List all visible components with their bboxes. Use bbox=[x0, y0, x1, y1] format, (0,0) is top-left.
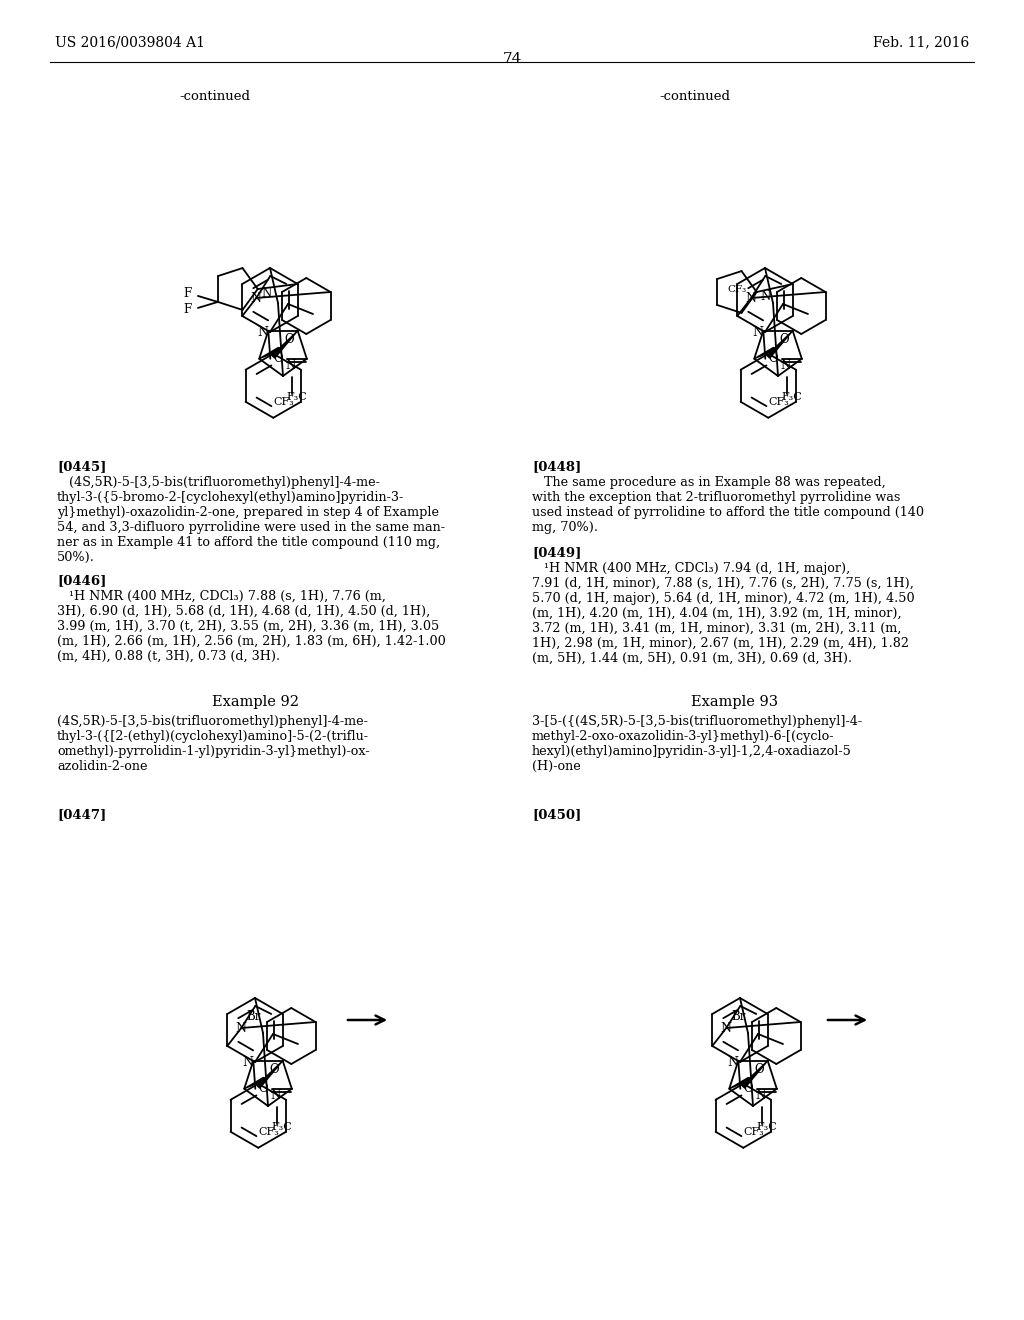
Text: N: N bbox=[745, 292, 757, 305]
Text: N: N bbox=[755, 1089, 765, 1102]
Text: The same procedure as in Example 88 was repeated,
with the exception that 2-trif: The same procedure as in Example 88 was … bbox=[532, 477, 924, 535]
Text: 74: 74 bbox=[503, 51, 521, 66]
Text: F₃C: F₃C bbox=[271, 1122, 293, 1131]
Text: -continued: -continued bbox=[179, 90, 251, 103]
Text: O: O bbox=[269, 1063, 279, 1076]
Text: US 2016/0039804 A1: US 2016/0039804 A1 bbox=[55, 36, 205, 49]
Text: CF₃: CF₃ bbox=[273, 397, 294, 407]
Text: N: N bbox=[752, 326, 763, 338]
Text: N: N bbox=[242, 1056, 253, 1068]
Text: O: O bbox=[258, 1082, 268, 1096]
Text: Br: Br bbox=[731, 1010, 745, 1023]
Text: N: N bbox=[780, 359, 791, 372]
Text: [0448]: [0448] bbox=[532, 459, 582, 473]
Text: N: N bbox=[251, 292, 262, 305]
Polygon shape bbox=[729, 1077, 750, 1089]
Text: Example 92: Example 92 bbox=[212, 696, 299, 709]
Text: CF₃: CF₃ bbox=[769, 397, 790, 407]
Text: Example 93: Example 93 bbox=[691, 696, 778, 709]
Text: N: N bbox=[285, 359, 295, 372]
Text: (4S,5R)-5-[3,5-bis(trifluoromethyl)phenyl]-4-me-
thyl-3-({[2-(ethyl)(cyclohexyl): (4S,5R)-5-[3,5-bis(trifluoromethyl)pheny… bbox=[57, 715, 370, 774]
Text: Br: Br bbox=[247, 1010, 261, 1023]
Text: O: O bbox=[743, 1082, 753, 1096]
Text: N: N bbox=[727, 1056, 738, 1068]
Text: CF₃: CF₃ bbox=[743, 1127, 764, 1137]
Text: F₃C: F₃C bbox=[781, 392, 803, 401]
Polygon shape bbox=[271, 331, 298, 358]
Text: CF₃: CF₃ bbox=[727, 285, 746, 294]
Text: [0445]: [0445] bbox=[57, 459, 106, 473]
Text: O: O bbox=[284, 333, 294, 346]
Text: ¹H NMR (400 MHz, CDCl₃) 7.88 (s, 1H), 7.76 (m,
3H), 6.90 (d, 1H), 5.68 (d, 1H), : ¹H NMR (400 MHz, CDCl₃) 7.88 (s, 1H), 7.… bbox=[57, 590, 445, 663]
Text: (4S,5R)-5-[3,5-bis(trifluoromethyl)phenyl]-4-me-
thyl-3-({5-bromo-2-[cyclohexyl(: (4S,5R)-5-[3,5-bis(trifluoromethyl)pheny… bbox=[57, 477, 445, 564]
Polygon shape bbox=[257, 1061, 283, 1088]
Text: F: F bbox=[183, 288, 191, 301]
Text: O: O bbox=[768, 352, 778, 366]
Polygon shape bbox=[741, 1061, 768, 1088]
Text: O: O bbox=[779, 333, 788, 346]
Text: [0447]: [0447] bbox=[57, 808, 106, 821]
Text: [0446]: [0446] bbox=[57, 574, 106, 587]
Text: -continued: -continued bbox=[659, 90, 730, 103]
Text: N: N bbox=[721, 1022, 732, 1035]
Text: ¹H NMR (400 MHz, CDCl₃) 7.94 (d, 1H, major),
7.91 (d, 1H, minor), 7.88 (s, 1H), : ¹H NMR (400 MHz, CDCl₃) 7.94 (d, 1H, maj… bbox=[532, 562, 914, 665]
Text: Feb. 11, 2016: Feb. 11, 2016 bbox=[872, 36, 969, 49]
Text: F₃C: F₃C bbox=[757, 1122, 777, 1131]
Polygon shape bbox=[755, 347, 775, 359]
Text: O: O bbox=[754, 1063, 764, 1076]
Text: [0450]: [0450] bbox=[532, 808, 582, 821]
Text: [0449]: [0449] bbox=[532, 546, 582, 558]
Text: N: N bbox=[761, 290, 771, 304]
Text: F: F bbox=[183, 304, 191, 317]
Polygon shape bbox=[259, 347, 280, 359]
Polygon shape bbox=[767, 331, 793, 358]
Polygon shape bbox=[244, 1077, 265, 1089]
Text: N: N bbox=[257, 326, 268, 338]
Text: N: N bbox=[236, 1022, 247, 1035]
Text: N: N bbox=[262, 286, 272, 300]
Text: N: N bbox=[270, 1089, 281, 1102]
Text: 3-[5-({(4S,5R)-5-[3,5-bis(trifluoromethyl)phenyl]-4-
methyl-2-oxo-oxazolidin-3-y: 3-[5-({(4S,5R)-5-[3,5-bis(trifluoromethy… bbox=[532, 715, 862, 774]
Text: CF₃: CF₃ bbox=[259, 1127, 280, 1137]
Text: O: O bbox=[273, 352, 283, 366]
Text: F₃C: F₃C bbox=[287, 392, 307, 401]
